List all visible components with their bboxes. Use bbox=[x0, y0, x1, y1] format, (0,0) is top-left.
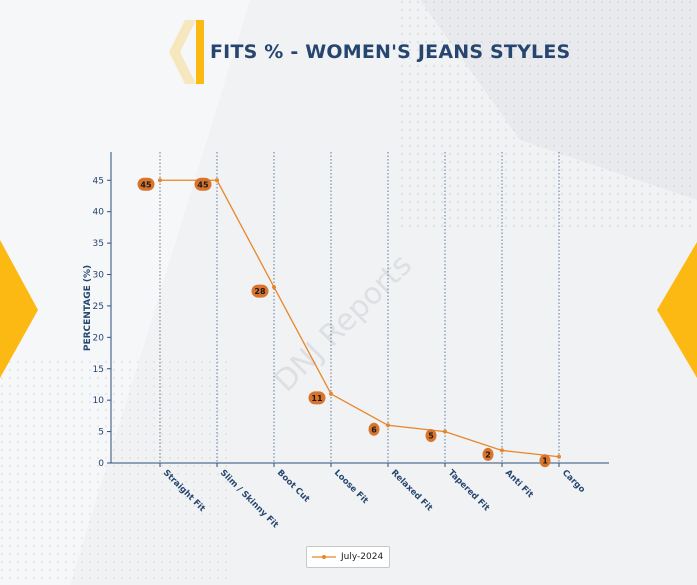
x-tick-label: Relaxed Fit bbox=[389, 468, 434, 513]
grid-lines bbox=[159, 152, 560, 463]
data-label-text: 28 bbox=[254, 287, 266, 296]
data-point bbox=[443, 429, 447, 434]
title-block: FITS % - WOMEN'S JEANS STYLES bbox=[168, 18, 570, 86]
data-label-text: 2 bbox=[485, 450, 491, 459]
title-accent-bar bbox=[196, 20, 204, 84]
y-tick-label: 20 bbox=[93, 333, 105, 343]
data-label: 1 bbox=[539, 454, 551, 468]
x-tick-label: Straight Fit bbox=[161, 468, 207, 514]
data-label: 11 bbox=[308, 391, 326, 405]
data-label-bubble bbox=[137, 177, 155, 191]
x-tick-label: Boot Cut bbox=[275, 468, 311, 504]
left-accent-shape bbox=[0, 240, 38, 378]
data-label-bubble bbox=[194, 177, 212, 191]
x-tick-label: Tapered Fit bbox=[446, 468, 491, 513]
data-point bbox=[500, 448, 504, 453]
data-label-text: 1 bbox=[542, 457, 548, 466]
y-tick-label: 40 bbox=[93, 208, 105, 218]
data-label-text: 45 bbox=[140, 180, 152, 189]
data-label-text: 6 bbox=[371, 425, 377, 434]
data-label: 45 bbox=[194, 177, 212, 191]
data-label-bubble bbox=[308, 391, 326, 405]
y-axis-label: PERCENTAGE (%) bbox=[83, 265, 93, 351]
axes bbox=[110, 152, 609, 464]
data-label-bubble bbox=[425, 429, 437, 443]
data-label-text: 5 bbox=[428, 432, 434, 441]
x-tick-label: Loose Fit bbox=[332, 468, 370, 506]
y-tick-label: 5 bbox=[98, 428, 104, 438]
data-label: 45 bbox=[137, 177, 155, 191]
y-tick-label: 35 bbox=[93, 239, 104, 249]
data-point bbox=[272, 285, 276, 290]
data-label-bubble bbox=[251, 284, 269, 298]
series-july-2024 bbox=[158, 178, 561, 459]
data-point bbox=[386, 423, 390, 428]
data-label: 2 bbox=[482, 447, 494, 461]
data-point bbox=[557, 454, 561, 459]
y-tick-label: 45 bbox=[93, 176, 104, 186]
y-tick-label: 30 bbox=[93, 271, 105, 281]
x-tick-label: Slim / Skinny Fit bbox=[218, 468, 280, 530]
y-tick-label: 15 bbox=[93, 365, 104, 375]
data-point bbox=[329, 391, 333, 396]
y-tick-label: 0 bbox=[98, 459, 104, 469]
legend-line-marker-icon bbox=[312, 555, 336, 559]
y-tick-label: 25 bbox=[93, 302, 104, 312]
data-label-bubble bbox=[539, 454, 551, 468]
x-tick-label: Cargo bbox=[560, 468, 587, 495]
legend: July-2024 bbox=[306, 546, 391, 568]
data-label-text: 11 bbox=[311, 394, 323, 403]
data-label-bubble bbox=[368, 422, 380, 436]
data-point bbox=[215, 178, 219, 183]
data-labels: 45 45 28 11 6 5 2 1 bbox=[137, 177, 551, 468]
data-point bbox=[158, 178, 162, 183]
data-label-text: 45 bbox=[197, 180, 209, 189]
data-label-bubble bbox=[482, 447, 494, 461]
y-tick-label: 10 bbox=[93, 396, 105, 406]
data-label: 5 bbox=[425, 429, 437, 443]
x-tick-label: Anti Fit bbox=[503, 468, 535, 500]
right-accent-shape bbox=[657, 242, 697, 378]
data-label: 6 bbox=[368, 422, 380, 436]
y-ticks: 0 5 10 15 20 25 30 35 40 45 bbox=[93, 176, 111, 469]
chart-title: FITS % - WOMEN'S JEANS STYLES bbox=[210, 41, 571, 63]
series-line bbox=[160, 179, 560, 458]
legend-label: July-2024 bbox=[341, 552, 384, 562]
data-label: 28 bbox=[251, 284, 269, 298]
